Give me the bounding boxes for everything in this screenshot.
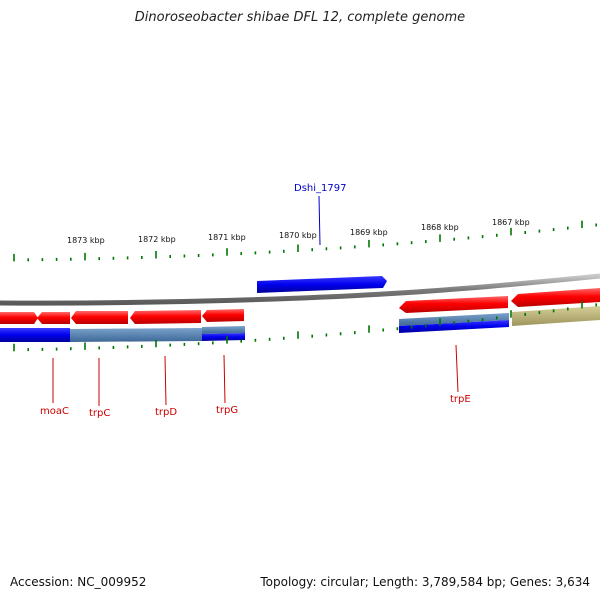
gene-trpg[interactable] [130, 310, 201, 324]
tick-label: 1869 kbp [350, 228, 388, 237]
gene-label-trpc[interactable]: trpC [89, 358, 110, 419]
scale-ticks-lower [13, 300, 598, 352]
gene-leader-line [223, 354, 226, 404]
tick-label: 1872 kbp [138, 235, 176, 244]
gene-label-text: trpG [216, 405, 238, 416]
accession-text: Accession: NC_009952 [10, 575, 147, 589]
tick-label: 1867 kbp [492, 218, 530, 227]
feature-track-right [399, 306, 600, 333]
gene-label-moac[interactable]: moaC [40, 358, 69, 417]
gene-label-text: trpE [450, 394, 471, 405]
genome-backbone [0, 273, 600, 306]
tick-label: 1870 kbp [279, 231, 317, 240]
feature-block[interactable] [512, 306, 600, 326]
feature-track-left [0, 326, 245, 342]
gene-label-trpd[interactable]: trpD [155, 355, 177, 418]
gene-trpe[interactable] [399, 296, 508, 313]
feature-block[interactable] [0, 328, 70, 342]
feature-block[interactable] [399, 320, 509, 333]
tick-label: 1871 kbp [208, 233, 246, 242]
gene-trpc[interactable] [37, 312, 70, 324]
gene-label-dshi-1797[interactable]: Dshi_1797 [294, 183, 346, 246]
feature-block[interactable] [202, 326, 245, 334]
gene-dshi-1797[interactable] [257, 276, 387, 293]
gene-label-text: trpC [89, 408, 110, 419]
gene-moac[interactable] [0, 312, 38, 324]
gene-reverse[interactable] [202, 309, 244, 322]
gene-leader-line [318, 195, 321, 246]
tick-label: 1868 kbp [421, 223, 459, 232]
scale-ticks-upper [13, 220, 598, 262]
genome-summary-text: Topology: circular; Length: 3,789,584 bp… [260, 575, 590, 589]
gene-label-trpe[interactable]: trpE [450, 344, 471, 405]
gene-label-text: moaC [40, 406, 69, 417]
reverse-gene-track-left [0, 309, 244, 324]
feature-block[interactable] [202, 333, 245, 341]
gene-label-text: Dshi_1797 [294, 183, 346, 194]
gene-leader-line [164, 355, 167, 406]
gene-reverse[interactable] [511, 288, 600, 307]
scale-labels: 1873 kbp 1872 kbp 1871 kbp 1870 kbp 1869… [67, 218, 530, 245]
genome-title: Dinoroseobacter shibae DFL 12, complete … [134, 10, 466, 25]
gene-trpd[interactable] [71, 311, 128, 324]
reverse-gene-track-right [399, 288, 600, 313]
tick-label: 1873 kbp [67, 236, 105, 245]
gene-label-trpg[interactable]: trpG [216, 354, 238, 416]
gene-label-text: trpD [155, 407, 177, 418]
feature-block[interactable] [70, 328, 202, 342]
feature-block[interactable] [399, 313, 509, 326]
gene-leader-line [455, 344, 459, 393]
